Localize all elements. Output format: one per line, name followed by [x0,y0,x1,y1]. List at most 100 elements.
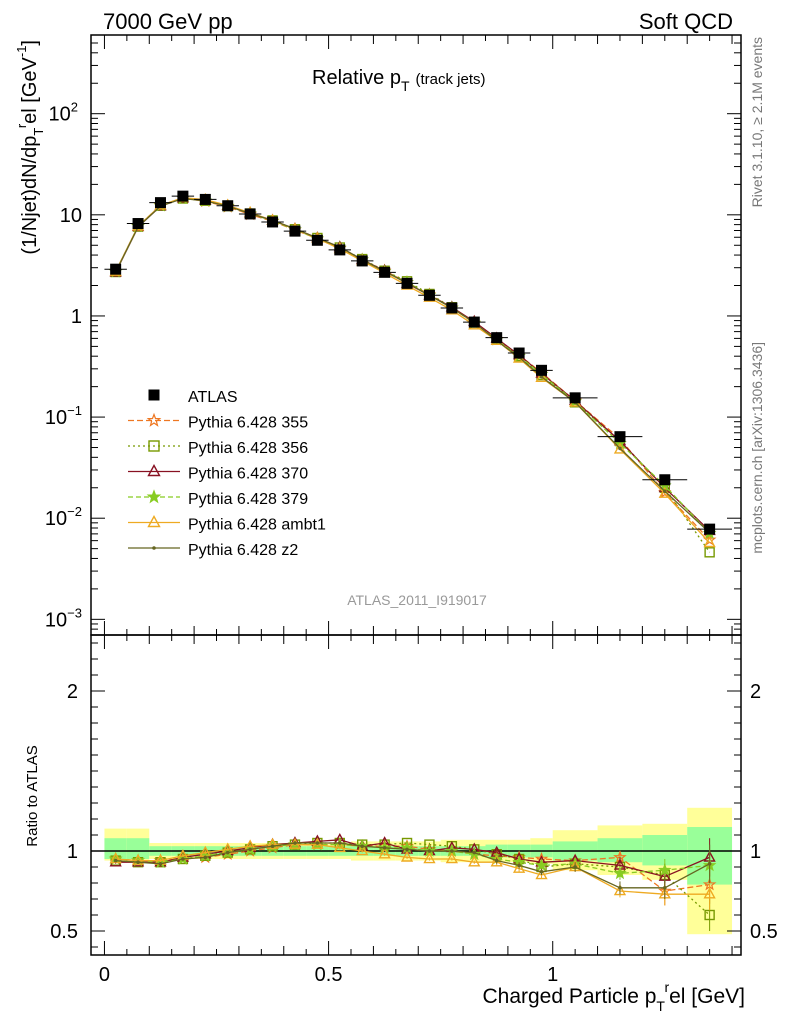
main-ytick-label: 102 [49,100,78,126]
ratio-series-point [662,886,667,890]
ratio-series-point [704,909,715,921]
header-right: Soft QCD [639,9,733,34]
ratio-series-point [158,862,163,866]
atlas-point [334,244,346,256]
main-ytick-exp: −1 [67,403,82,418]
ratio-series-point [472,850,477,855]
main-ytick-base: 10 [45,508,67,530]
ratio-series-point [113,858,118,863]
atlas-point [311,234,323,246]
main-ytick-label: 10−1 [45,403,82,429]
main-title-sub: T [401,78,410,94]
main-series-atlas [104,190,733,535]
side-label-top: Rivet 3.1.10, ≥ 2.1M events [749,37,765,207]
atlas-point [569,392,581,404]
atlas-point [267,216,279,228]
ratio-ylabel: Ratio to ATLAS [24,745,41,846]
main-ytick-exp: −3 [67,605,82,620]
atlas-point [468,316,480,328]
main-ytick-base: 10 [45,407,67,429]
ratio-series-point [266,837,279,849]
ratio-series-point [468,855,481,867]
ratio-series-point [181,857,185,861]
main-series-point [662,489,667,493]
header-left: 7000 GeV pp [103,9,233,34]
ratio-series-point [356,844,369,856]
main-ylabel-sup: r [14,123,29,128]
atlas-point [289,225,301,237]
ratio-series-point [658,863,672,877]
ratio-ytick-label-right: 2 [750,681,761,703]
main-ylabel: (1/Njet)dN/dpTrel [GeV-1] [14,40,46,255]
main-series-point [704,547,715,558]
legend-entry: Pythia 6.428 355 [128,412,308,432]
ratio-ytick-label-left: 0.5 [50,921,78,943]
ratio-panel-axes: 0.5 0.5 1 1 2 2 0 0.5 1 [50,634,778,986]
ratio-series-5 [113,841,712,899]
atlas-point [244,208,256,220]
x-tick-label: 1 [547,964,558,986]
ratio-series-line [115,842,710,889]
ratio-series-point [131,853,145,865]
ratio-series-point [517,863,521,868]
legend-marker [148,389,160,401]
atlas-point [659,474,671,486]
atlas-point [199,193,211,205]
ratio-series-point [707,862,712,866]
legend-marker [146,412,162,427]
ratio-ytick-label-left: 1 [67,841,78,863]
x-axis-label-a: Charged Particle p [482,985,656,1008]
legend-marker [148,440,160,452]
x-axis-label-b: el [GeV] [669,985,745,1008]
x-axis-label-sub: T [656,998,665,1014]
ratio-series-point [512,861,526,873]
main-ylabel-a: (1/Njet)dN/dp [19,136,41,255]
ratio-band-inner [104,838,127,859]
ratio-series-point [270,844,275,848]
ratio-series-point [494,858,499,863]
ratio-series-point [618,886,622,890]
legend-entry: Pythia 6.428 379 [128,489,308,508]
atlas-point [132,218,144,230]
ratio-series-point [405,847,409,852]
main-title-text: Relative p [312,67,401,89]
x-axis-label-sup: r [664,979,669,995]
ratio-series-point [333,840,346,853]
atlas-point [614,431,626,443]
legend-marker [146,489,162,504]
main-ylabel-c: ] [19,40,41,46]
atlas-point [401,277,413,289]
atlas-point [379,266,391,278]
main-ytick-exp: −2 [67,504,82,519]
main-series-4 [108,191,717,540]
ratio-series-point [203,855,208,860]
atlas-point [513,347,525,359]
ratio-series-point [315,841,320,845]
ratio-series-point [360,844,365,848]
atlas-point [356,255,368,267]
main-title: Relative pT (track jets) [312,67,486,94]
atlas-point [154,197,166,209]
ratio-series-point [613,866,627,880]
ratio-series-point [378,847,391,859]
ratio-series-point [225,850,230,855]
atlas-point [177,190,189,202]
main-ytick-label: 10−3 [45,605,82,631]
ratio-series-point [400,850,414,862]
ratio-series-point [248,847,252,852]
legend-marker [147,464,161,477]
legend-label: Pythia 6.428 370 [188,466,308,483]
ratio-series-point [535,868,548,880]
main-ylabel-exp: -1 [14,46,29,58]
legend-label: Pythia 6.428 z2 [188,542,298,559]
legend-label: Pythia 6.428 355 [188,415,308,432]
ratio-series-point [382,846,387,850]
main-ytick-label: 10 [60,205,82,227]
x-tick-label: 0.5 [315,964,343,986]
legend-entry: ATLAS [148,389,238,406]
watermark: ATLAS_2011_I919017 [347,592,487,608]
ratio-series-point [613,884,627,896]
legend-marker [147,515,161,528]
main-ylabel-b: el [GeV [19,56,41,123]
